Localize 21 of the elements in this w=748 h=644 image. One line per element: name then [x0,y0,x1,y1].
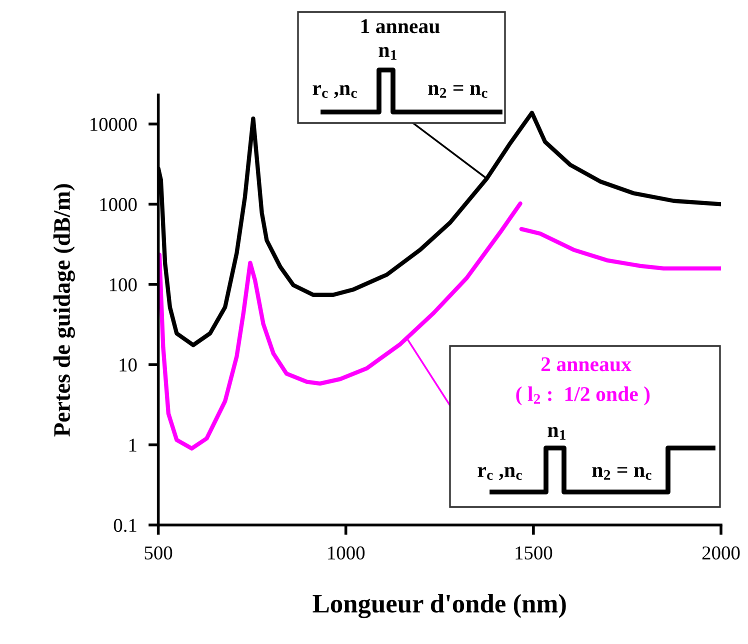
x-tick-label: 1500 [516,546,552,560]
annotation: n$_{1}$ [548,427,566,440]
y-tick-label: 0.1 [114,518,136,532]
x-tick-label: 2000 [702,546,740,560]
annotation: n$_{2}$ = n$_{c}$ [428,85,488,98]
y-tick-label: 1000 [100,198,137,212]
y-axis-title: Pertes de guidage (dB/m) [53,184,75,436]
x-tick-label: 1000 [328,546,365,560]
text: 1 anneau [361,19,440,34]
y-tick-label: 100 [110,278,137,292]
annotation: 2 anneaux [541,357,632,372]
y-tick-label: 10000 [90,118,137,131]
y-tick-label: 10 [120,358,137,372]
y-tick-label: 1 [129,438,136,452]
text: n$_{1}$ [378,47,396,60]
annotation: ( l$_{2}$ : 1/2 onde ) [516,386,650,406]
annotation: r$_{c}$ ,n$_{c}$ [312,85,357,98]
x-axis-title: Longueur d'onde (nm) [312,594,566,618]
x-tick-label: 500 [144,546,172,560]
annotation: r$_{c}$ ,n$_{c}$ [478,467,522,480]
annotation: n$_{2}$ = n$_{c}$ [592,467,652,480]
